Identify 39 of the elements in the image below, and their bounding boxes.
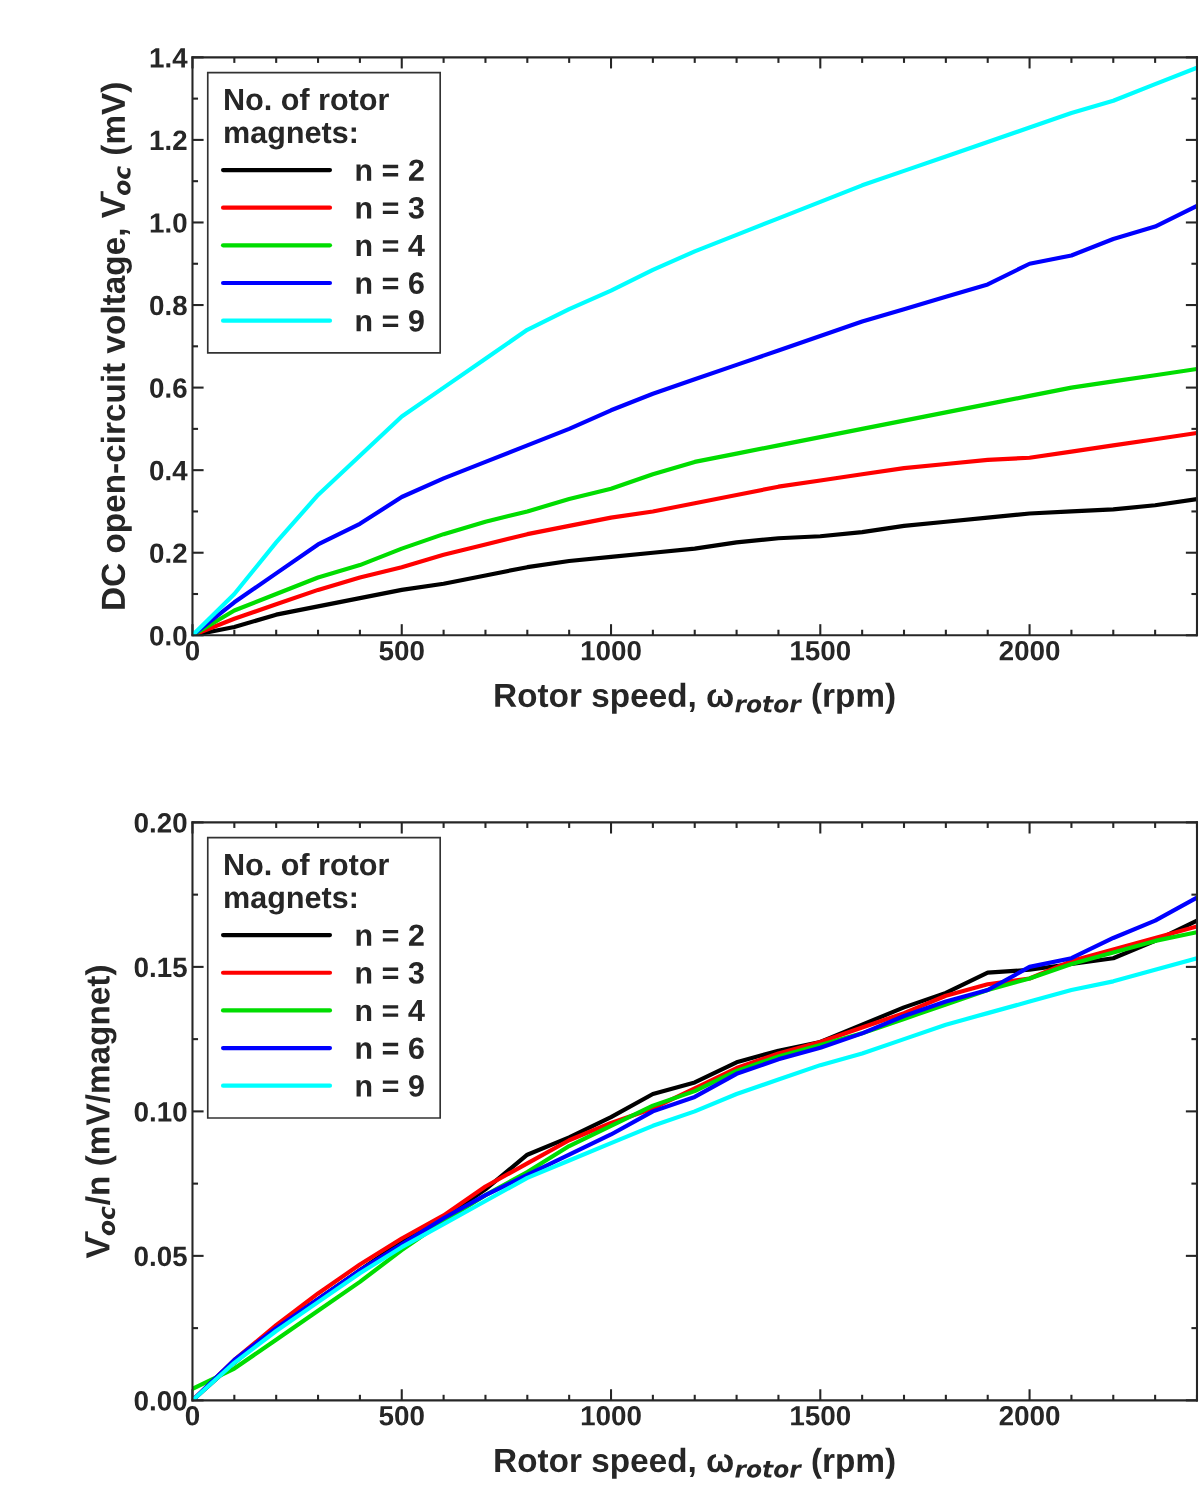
x-tick-label: 500 [379,640,424,661]
legend-label: n = 4 [356,235,425,257]
y-tick-label: 0.05 [134,1246,187,1267]
legend-label: n = 2 [356,924,424,946]
x-tick-label: 1000 [581,1405,641,1426]
y-tick-label: 0.2 [150,543,187,564]
y-tick-label: 0.4 [150,460,188,481]
legend-label: n = 4 [356,1000,425,1022]
x-tick-label: 1000 [581,640,641,661]
y-tick-label: 0.0 [150,625,187,646]
y-tick-label: 0.15 [134,957,187,978]
x-axis-title: Rotor speed, ω$_{rotor}$ (rpm) [495,682,895,714]
x-tick-label: 500 [379,1405,424,1426]
legend-label: n = 3 [356,962,424,984]
legend-title: No. of rotor magnets: [225,87,389,150]
legend-label: n = 2 [356,159,424,181]
x-tick-label: 2000 [999,640,1060,661]
y-tick-label: 1.2 [150,130,187,150]
x-axis-title: Rotor speed, ω$_{rotor}$ (rpm) [495,1447,895,1479]
x-tick-label: 2000 [999,1405,1060,1426]
x-tick-label: 0 [185,640,200,661]
y-tick-label: 0.6 [150,378,187,398]
x-tick-label: 0 [185,1405,200,1426]
y-axis-title: V̄$_{oc}$/n (mV/magnet) [85,966,117,1259]
y-tick-label: 1.4 [150,48,188,68]
legend-label: n = 9 [356,1075,424,1097]
y-tick-label: 0.8 [150,295,187,316]
legend-title: No. of rotor magnets: [225,852,389,915]
legend-label: n = 9 [356,310,424,332]
x-tick-label: 1500 [791,640,851,661]
x-tick-label: 1500 [791,1405,851,1426]
legend-label: n = 6 [356,272,424,294]
y-tick-label: 0.10 [134,1102,187,1122]
legend-label: n = 3 [356,197,424,219]
legend-label: n = 6 [356,1037,424,1060]
y-tick-label: 0.00 [134,1391,187,1411]
y-axis-title: DC open-circuit voltage, V̄$_{oc}$ (mV) [100,83,132,609]
y-tick-label: 0.20 [134,813,187,833]
y-tick-label: 1.0 [150,213,187,233]
